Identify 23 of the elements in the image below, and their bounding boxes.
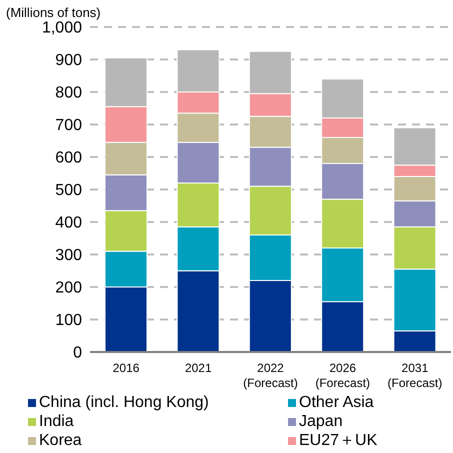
x-tick-label: 2021: [184, 361, 212, 375]
legend-label: Japan: [299, 412, 343, 431]
y-tick-label: 100: [55, 312, 82, 330]
y-tick-label: 800: [55, 84, 82, 102]
x-tick-label: 2026 (Forecast): [315, 361, 370, 390]
legend-label: Other Asia: [299, 394, 374, 412]
x-tick-label: 2016: [112, 361, 140, 375]
y-tick-label: 600: [55, 150, 82, 167]
y-tick-label: 0: [73, 344, 82, 362]
y-tick-label: 300: [55, 247, 82, 264]
legend-label: EU27＋UK: [299, 432, 378, 450]
y-axis-title: (Millions of tons): [6, 5, 101, 20]
y-tick-label: 900: [55, 52, 82, 70]
y-tick-label: 200: [55, 280, 82, 297]
x-tick-label: 2022 (Forecast): [243, 361, 298, 390]
legend-label: China (incl. Hong Kong): [39, 394, 209, 412]
legend-label: India: [39, 412, 74, 431]
legend-label: Korea: [39, 432, 82, 450]
y-tick-label: 500: [55, 182, 82, 200]
x-tick-label: 2031 (Forecast): [388, 361, 442, 390]
y-tick-label: 700: [55, 117, 82, 134]
y-tick-label: 1,000: [42, 20, 82, 37]
y-tick-label: 400: [55, 214, 82, 232]
